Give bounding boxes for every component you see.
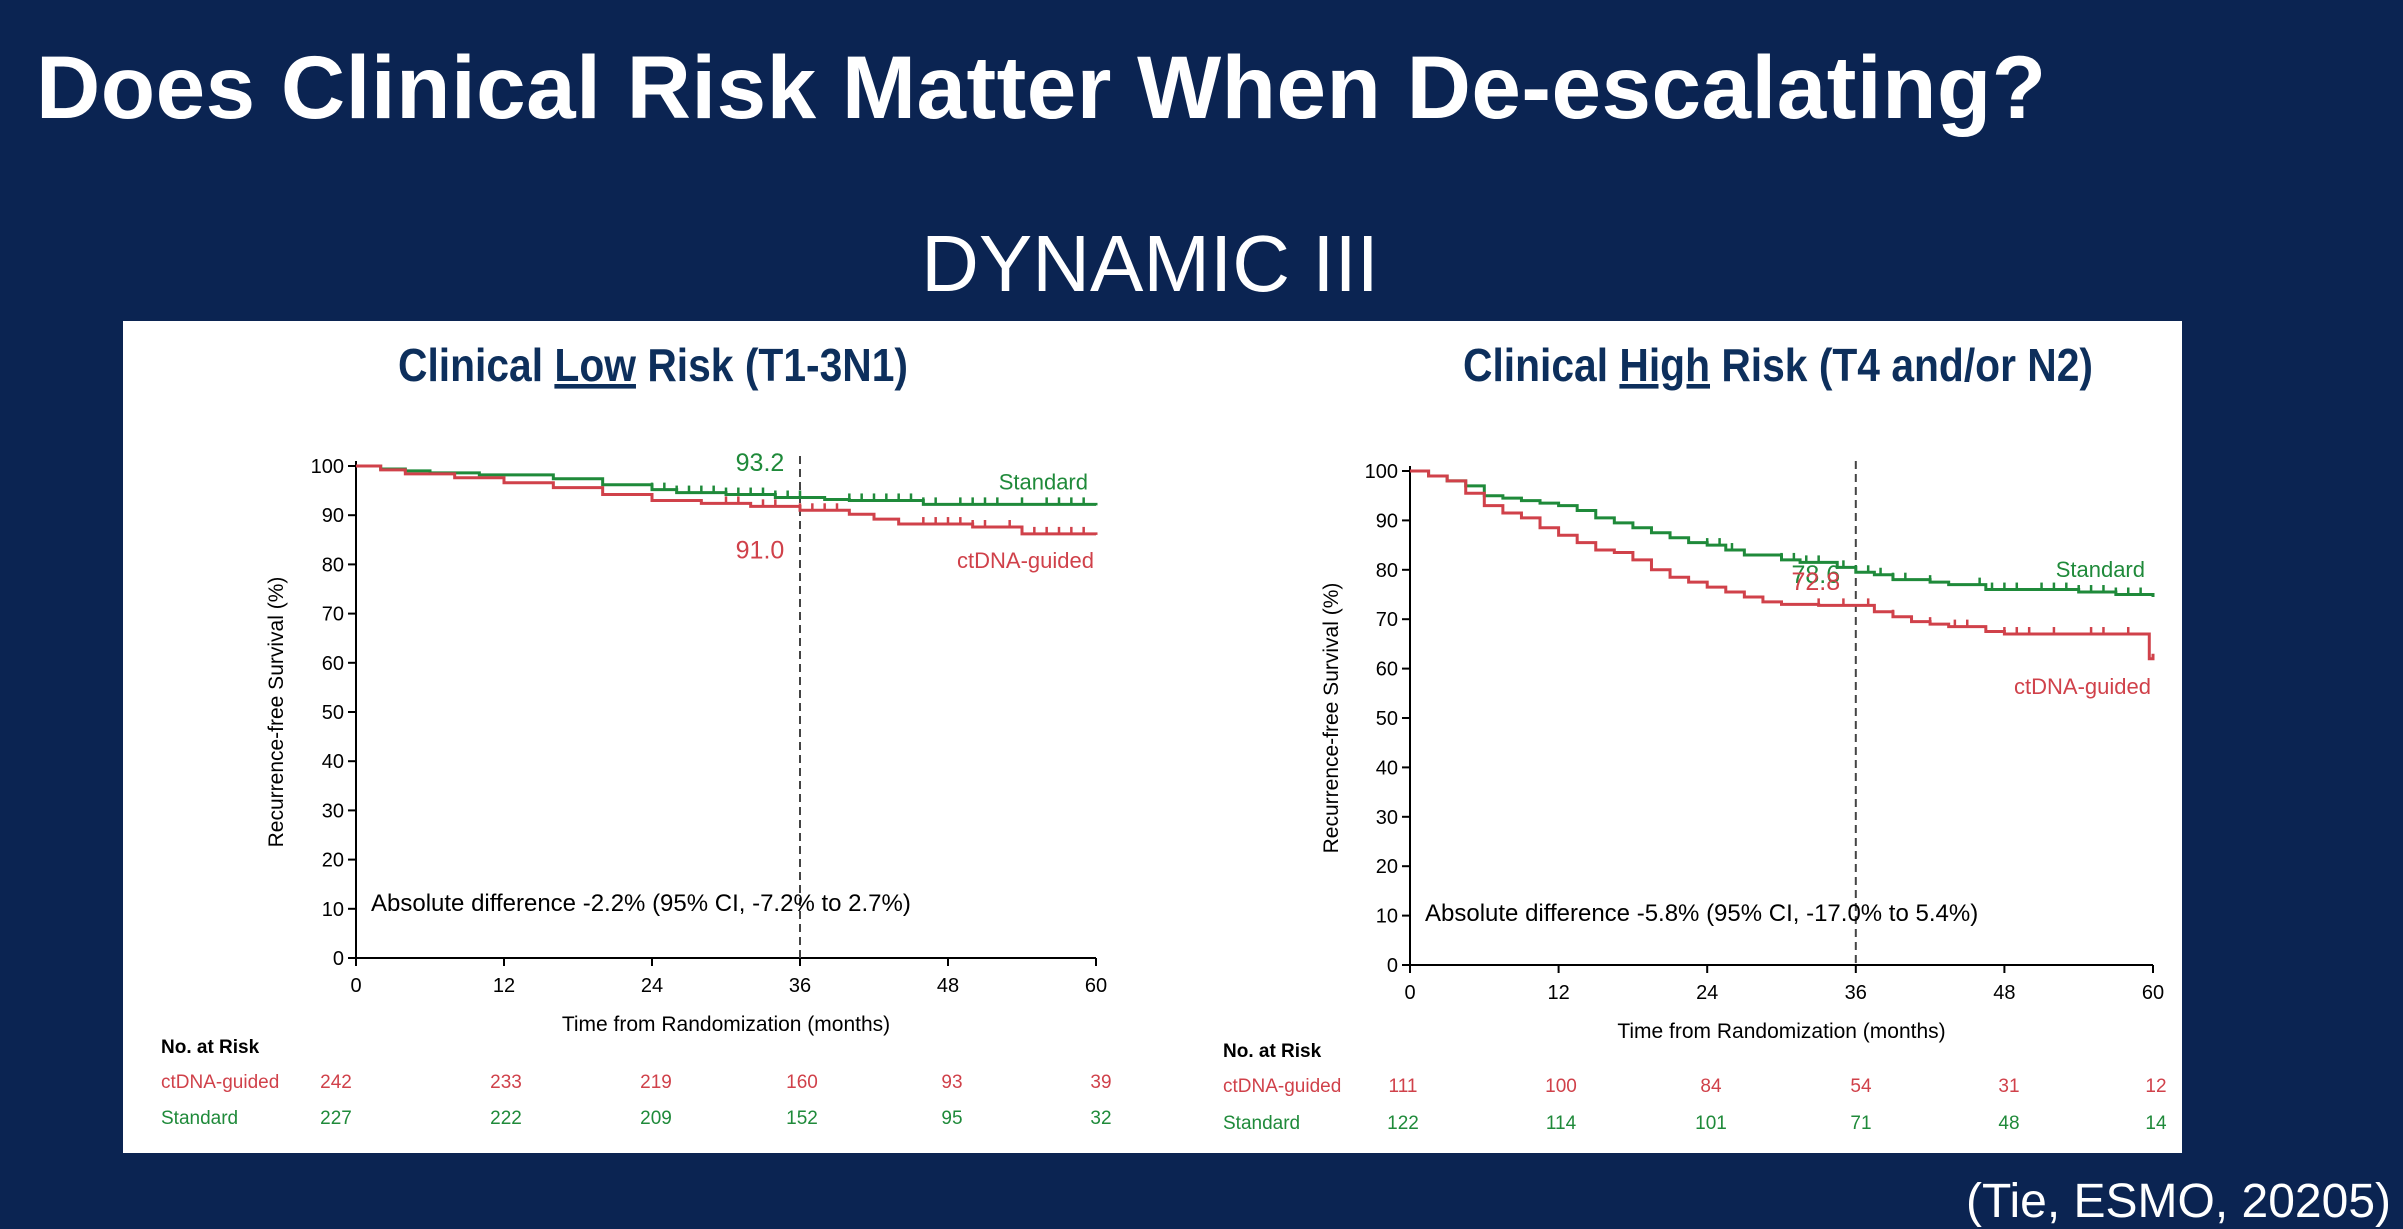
y-axis-label: Recurrence-free Survival (%)	[265, 577, 288, 848]
chart-title-pre: Clinical	[398, 339, 554, 391]
ctdna-series-label: ctDNA-guided	[2014, 674, 2151, 699]
standard-series-label: Standard	[2056, 557, 2145, 582]
y-tick-label: 0	[1387, 955, 1398, 977]
risk-count: 242	[320, 1072, 352, 1093]
y-tick-label: 80	[1376, 560, 1398, 582]
y-tick-label: 40	[322, 751, 344, 773]
y-tick-label: 30	[1376, 807, 1398, 829]
y-tick-label: 10	[322, 899, 344, 921]
risk-count: 209	[640, 1108, 672, 1129]
y-tick-label: 60	[1376, 659, 1398, 681]
absolute-difference: Absolute difference -5.8% (95% CI, -17.0…	[1425, 900, 1978, 927]
slide-title: Does Clinical Risk Matter When De-escala…	[36, 37, 2047, 137]
risk-row-label: ctDNA-guided	[161, 1072, 279, 1093]
risk-count: 12	[2145, 1076, 2166, 1097]
risk-count: 32	[1090, 1108, 1111, 1129]
risk-count: 222	[490, 1108, 522, 1129]
trial-name: DYNAMIC III	[921, 219, 1379, 308]
ctdna-value-label: 72.8	[1791, 568, 1840, 596]
standard-value-label: 78.6	[1791, 561, 1840, 589]
risk-row-label: ctDNA-guided	[1223, 1076, 1341, 1097]
x-tick-label: 12	[493, 975, 515, 997]
y-tick-label: 100	[311, 456, 344, 478]
km-figure: Clinical Low Risk (T1-3N1) 0 10 20 30 40 50 60 7…	[161, 339, 2167, 1134]
y-tick-label: 50	[322, 702, 344, 724]
y-axis-label: Recurrence-free Survival (%)	[1320, 583, 1343, 854]
x-tick-label: 60	[1085, 975, 1107, 997]
y-tick-label: 10	[1376, 906, 1398, 928]
risk-count: 39	[1090, 1072, 1111, 1093]
y-tick-label: 0	[333, 948, 344, 970]
risk-row-label: Standard	[1223, 1113, 1300, 1134]
y-tick-label: 70	[322, 604, 344, 626]
x-tick-label: 12	[1547, 982, 1569, 1004]
risk-count: 48	[1998, 1113, 2019, 1134]
risk-count: 54	[1850, 1076, 1872, 1097]
y-tick-label: 70	[1376, 609, 1398, 631]
y-tick-label: 20	[1376, 856, 1398, 878]
chart-title-pre: Clinical	[1463, 339, 1619, 391]
risk-count: 219	[640, 1072, 672, 1093]
chart-title-emph: Low	[554, 339, 636, 391]
risk-count: 31	[1998, 1076, 2019, 1097]
risk-table-header: No. at Risk	[1223, 1041, 1322, 1062]
x-tick-label: 60	[2142, 982, 2164, 1004]
risk-count: 71	[1850, 1113, 1871, 1134]
x-axis-label: Time from Randomization (months)	[1617, 1020, 1945, 1043]
x-tick-label: 24	[641, 975, 663, 997]
km-chart-high-risk: Clinical High Risk (T4 and/or N2) 0 10 20 30…	[1223, 339, 2167, 1134]
chart-title-emph: High	[1619, 339, 1710, 391]
risk-count: 101	[1695, 1113, 1727, 1134]
risk-count: 160	[786, 1072, 818, 1093]
y-tick-label: 60	[322, 653, 344, 675]
y-tick-label: 100	[1365, 461, 1398, 483]
chart-title-post: Risk (T1-3N1)	[636, 339, 908, 391]
y-tick-label: 20	[322, 850, 344, 872]
x-tick-label: 24	[1696, 982, 1718, 1004]
risk-table-header: No. at Risk	[161, 1037, 260, 1058]
standard-series-label: Standard	[999, 469, 1088, 494]
ctdna-value-label: 91.0	[736, 536, 785, 564]
series-standard-curve	[1410, 469, 2155, 597]
y-tick-label: 90	[322, 505, 344, 527]
y-tick-label: 90	[1376, 510, 1398, 532]
x-tick-label: 36	[789, 975, 811, 997]
km-chart-low-risk: Clinical Low Risk (T1-3N1) 0 10 20 30 40 50 60 7…	[161, 339, 1112, 1129]
absolute-difference: Absolute difference -2.2% (95% CI, -7.2%…	[371, 890, 911, 917]
x-tick-label: 0	[350, 975, 361, 997]
risk-count: 100	[1545, 1076, 1577, 1097]
risk-count: 114	[1546, 1113, 1577, 1134]
x-tick-label: 36	[1845, 982, 1867, 1004]
x-tick-label: 48	[1993, 982, 2015, 1004]
standard-value-label: 93.2	[736, 449, 785, 477]
chart-title: Clinical Low Risk (T1-3N1)	[398, 339, 908, 391]
risk-count: 84	[1700, 1076, 1722, 1097]
citation: (Tie, ESMO, 20205)	[1965, 1175, 2391, 1228]
risk-count: 152	[786, 1108, 818, 1129]
x-tick-label: 0	[1404, 982, 1415, 1004]
risk-count: 93	[941, 1072, 962, 1093]
risk-count: 111	[1389, 1076, 1418, 1097]
chart-title: Clinical High Risk (T4 and/or N2)	[1463, 339, 2093, 391]
risk-row-label: Standard	[161, 1108, 238, 1129]
risk-count: 233	[490, 1072, 522, 1093]
risk-count: 227	[320, 1108, 352, 1129]
y-tick-label: 30	[322, 800, 344, 822]
chart-title-post: Risk (T4 and/or N2)	[1710, 339, 2093, 391]
risk-count: 14	[2145, 1113, 2167, 1134]
x-tick-label: 48	[937, 975, 959, 997]
y-tick-label: 50	[1376, 708, 1398, 730]
risk-count: 95	[941, 1108, 962, 1129]
risk-count: 122	[1387, 1113, 1419, 1134]
x-axis-label: Time from Randomization (months)	[562, 1013, 890, 1036]
y-tick-label: 80	[322, 554, 344, 576]
figure-panel: Clinical Low Risk (T1-3N1) 0 10 20 30 40 50 60 7…	[123, 321, 2182, 1153]
y-tick-label: 40	[1376, 757, 1398, 779]
ctdna-series-label: ctDNA-guided	[957, 548, 1094, 573]
